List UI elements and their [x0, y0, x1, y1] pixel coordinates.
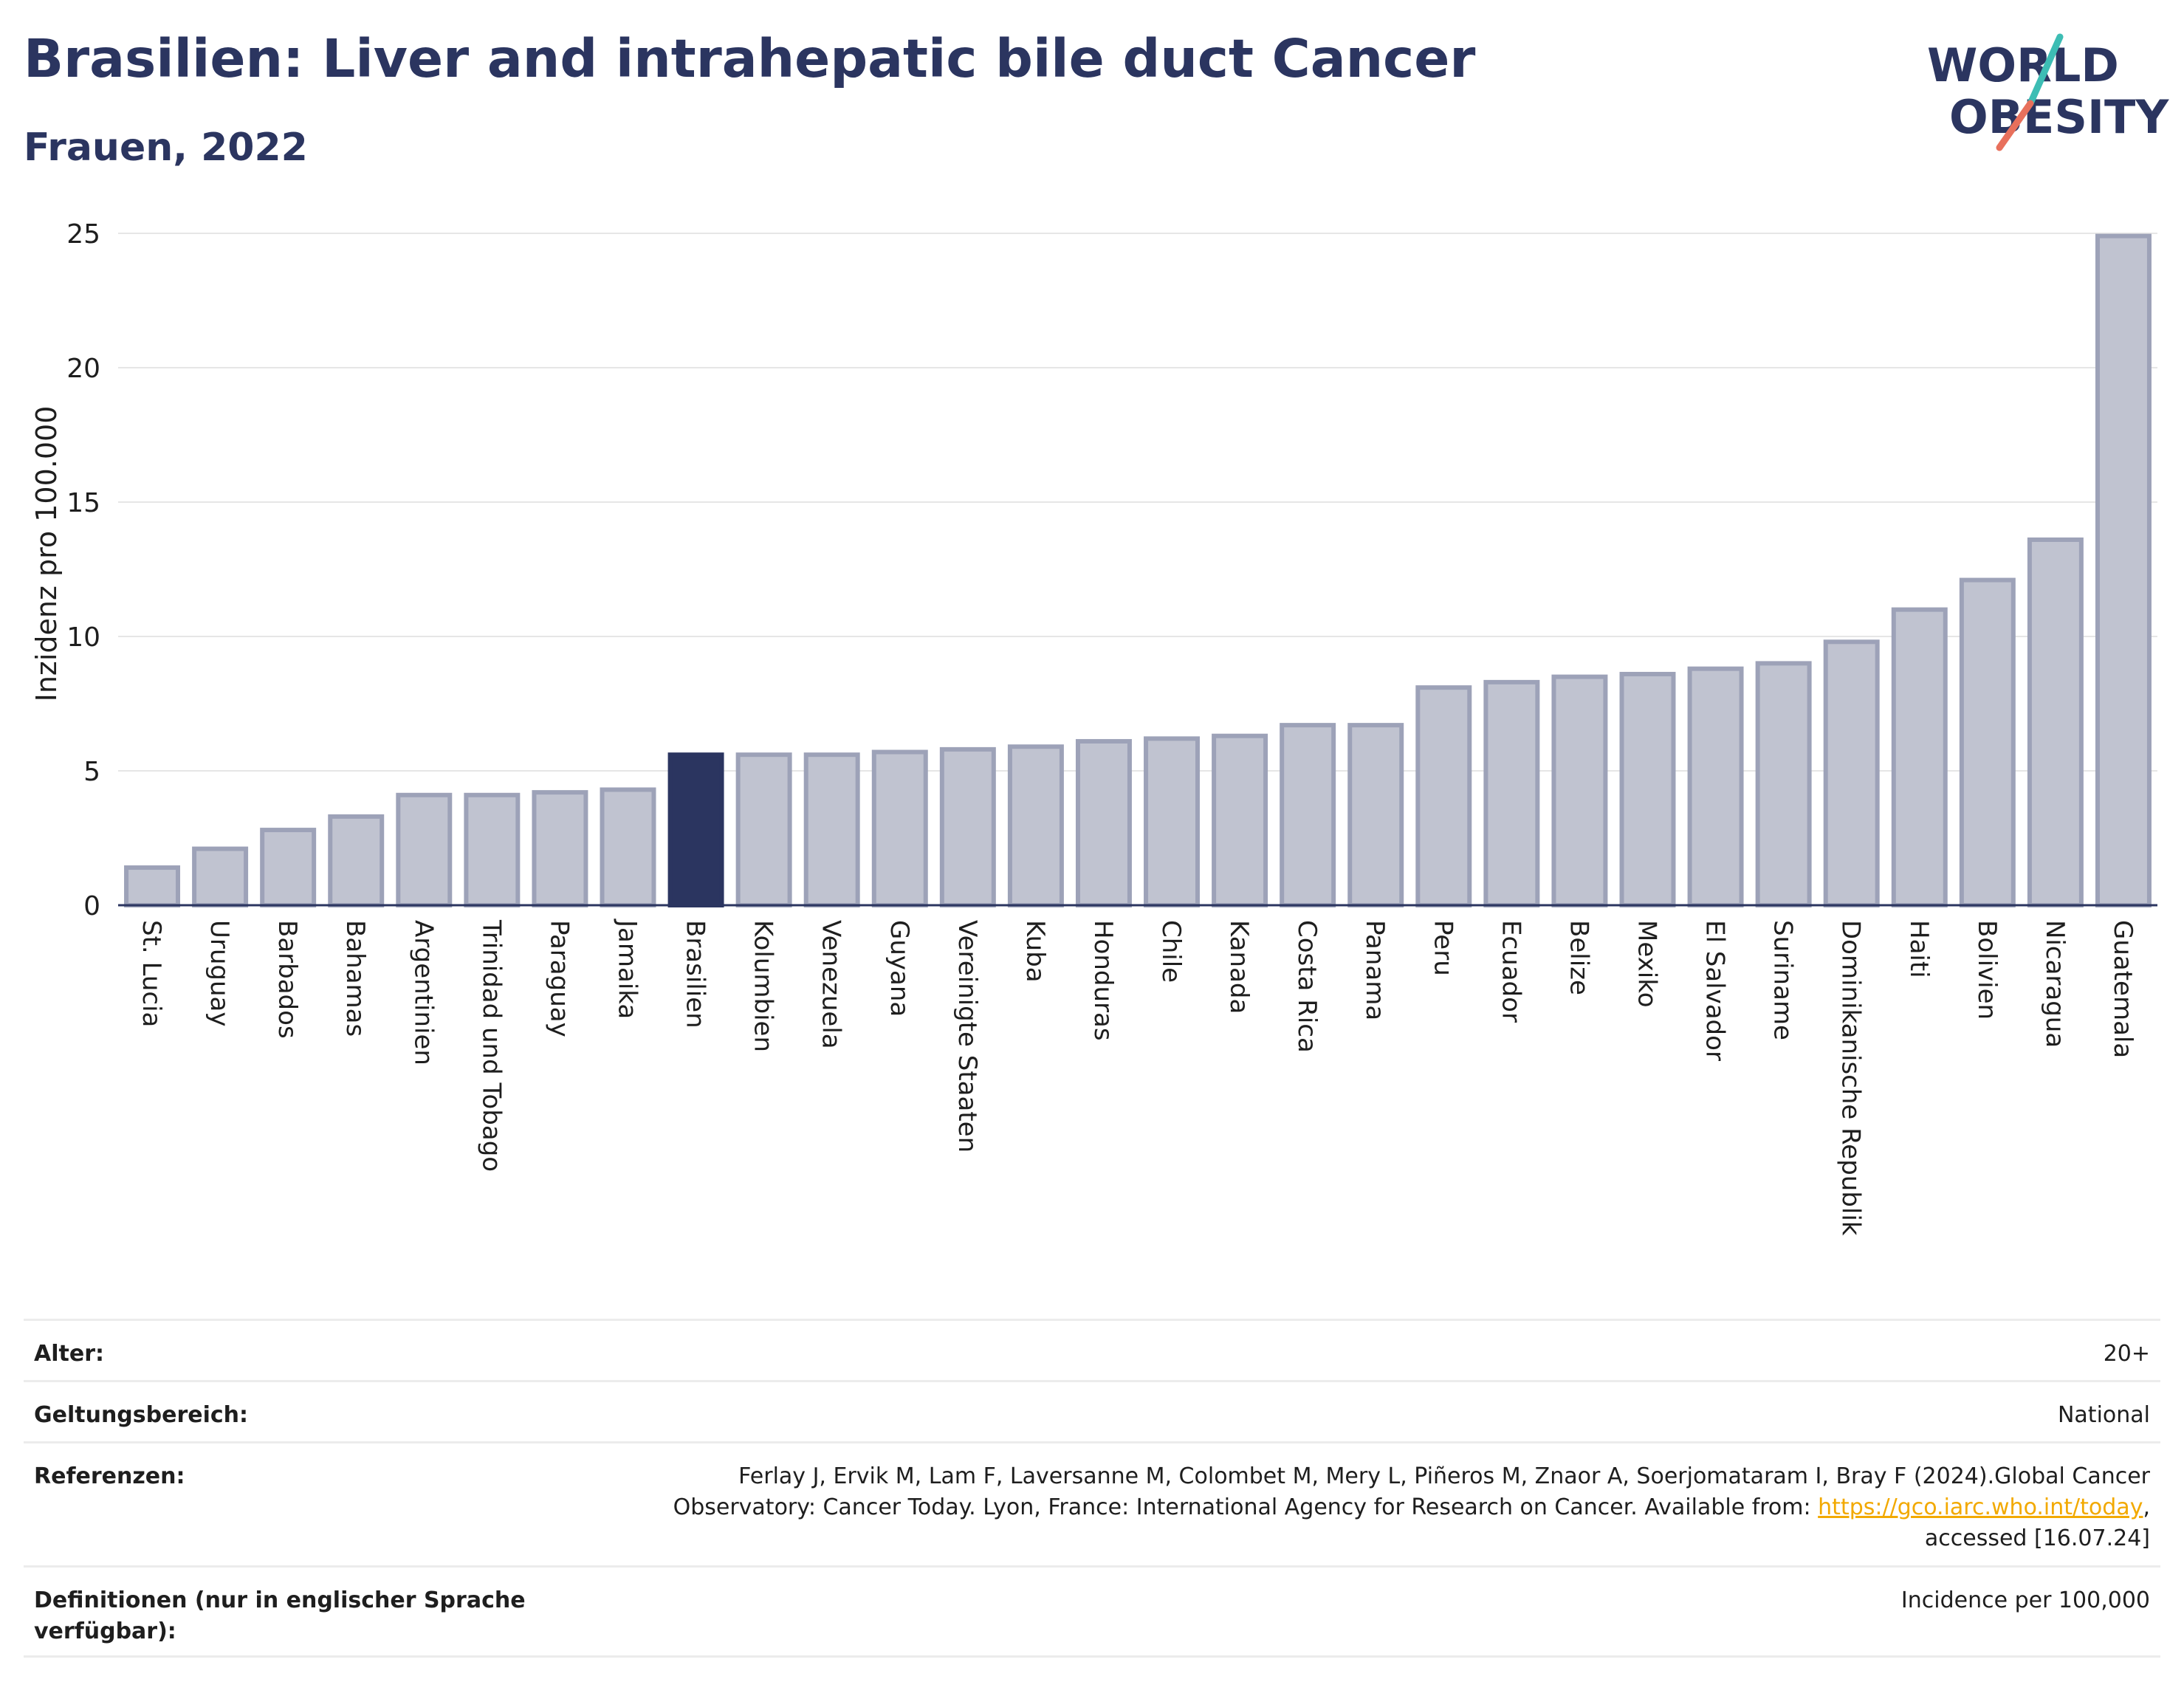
- y-tick-label: 15: [66, 488, 100, 518]
- bar-chart: 0 5 10 15 20 25 St. Lucia Uruguay Barbados Baham…: [30, 219, 2157, 1236]
- meta-row-definitions: Definitionen (nur in englischer Sprache …: [24, 1565, 2160, 1658]
- x-tick-label: Venezuela: [817, 920, 846, 1049]
- x-tick-label: Brasilien: [681, 920, 710, 1029]
- ref-link[interactable]: https://gco.iarc.who.int/today: [1818, 1494, 2143, 1520]
- bar-kolumbien[interactable]: [735, 752, 792, 907]
- meta-row-age: Alter: 20+: [24, 1319, 2160, 1380]
- x-tick-label: El Salvador: [1700, 920, 1730, 1061]
- bar-mexiko[interactable]: [1619, 671, 1676, 908]
- meta-ref-label: Referenzen:: [34, 1463, 185, 1489]
- world-obesity-logo: WORLD OBESITY: [1927, 33, 2169, 151]
- bar-paraguay[interactable]: [532, 790, 588, 907]
- y-tick-label: 25: [66, 219, 100, 250]
- bar-guyana[interactable]: [871, 749, 928, 908]
- x-tick-label: Costa Rica: [1292, 920, 1322, 1053]
- metadata-table: Alter: 20+ Geltungsbereich: National Ref…: [24, 1319, 2160, 1658]
- ref-text: Ferlay J, Ervik M, Lam F, Laversanne M, …: [673, 1463, 2150, 1520]
- y-tick-label: 10: [66, 622, 100, 653]
- x-tick-label: Belize: [1564, 920, 1593, 995]
- x-tick-label: Suriname: [1768, 920, 1798, 1040]
- bar-suriname[interactable]: [1755, 661, 1812, 908]
- x-tick-label: Argentinien: [408, 920, 438, 1065]
- bar-costa-rica[interactable]: [1280, 723, 1336, 907]
- x-tick-label: Guatemala: [2108, 920, 2137, 1058]
- x-tick-label: Chile: [1156, 920, 1186, 983]
- bar-bahamas[interactable]: [328, 814, 385, 908]
- bar-peru[interactable]: [1415, 685, 1472, 907]
- x-tick-label: Dominikanische Republik: [1836, 920, 1866, 1236]
- meta-ref-value: Ferlay J, Ervik M, Lam F, Laversanne M, …: [636, 1461, 2150, 1554]
- logo-slash-teal: [2027, 33, 2064, 107]
- bar-kuba[interactable]: [1007, 744, 1064, 907]
- y-tick-label: 5: [83, 757, 100, 787]
- y-axis-label: Inzidenz pro 100.000: [30, 406, 63, 702]
- x-tick-label: Barbados: [272, 920, 302, 1039]
- x-tick-label: Trinidad und Tobago: [476, 919, 506, 1172]
- x-tick-label: Mexiko: [1632, 920, 1662, 1008]
- bar-jamaika[interactable]: [600, 787, 656, 907]
- x-tick-label: Panama: [1360, 920, 1390, 1020]
- bar-el-salvador[interactable]: [1687, 666, 1744, 907]
- bar-st-lucia[interactable]: [124, 865, 181, 908]
- bar-uruguay[interactable]: [192, 846, 249, 908]
- bar-brasilien[interactable]: [667, 752, 724, 907]
- logo-word-obesity: OBESITY: [1949, 90, 2169, 144]
- x-tick-label: Ecuador: [1496, 920, 1525, 1023]
- bar-honduras[interactable]: [1075, 738, 1132, 908]
- x-tick-label: St. Lucia: [137, 920, 166, 1027]
- x-tick-label: Jamaika: [613, 919, 642, 1019]
- bar-vereinigte-staaten[interactable]: [939, 746, 996, 907]
- x-tick-label: Uruguay: [205, 920, 234, 1027]
- logo-slash-red: [1996, 100, 2034, 151]
- meta-age-value: 20+: [2103, 1341, 2150, 1367]
- meta-age-label: Alter:: [34, 1341, 104, 1367]
- x-tick-label: Vereinigte Staaten: [952, 920, 982, 1153]
- meta-def-value: Incidence per 100,000: [1900, 1587, 2150, 1613]
- ref-text-end: , accessed [16.07.24]: [1924, 1494, 2150, 1551]
- bar-ecuador[interactable]: [1483, 679, 1540, 907]
- chart-title: Brasilien: Liver and intrahepatic bile d…: [24, 28, 1476, 89]
- x-tick-label: Kanada: [1224, 920, 1254, 1014]
- x-tick-label: Haiti: [1904, 920, 1934, 978]
- chart-subtitle: Frauen, 2022: [24, 126, 308, 170]
- bar-haiti[interactable]: [1891, 607, 1948, 907]
- x-tick-label: Peru: [1428, 920, 1457, 976]
- bar-barbados[interactable]: [260, 828, 317, 907]
- meta-def-label: Definitionen (nur in englischer Sprache …: [34, 1587, 526, 1644]
- x-tick-label: Kuba: [1020, 920, 1050, 983]
- y-tick-label: 20: [66, 354, 100, 384]
- x-tick-label: Kolumbien: [749, 920, 778, 1052]
- x-tick-label: Bolivien: [1972, 920, 2002, 1020]
- x-tick-label: Nicaragua: [2040, 920, 2070, 1048]
- logo-word-world: WORLD: [1927, 38, 2119, 92]
- bar-dominikanische-republik[interactable]: [1823, 639, 1880, 908]
- meta-row-references: Referenzen: Ferlay J, Ervik M, Lam F, La…: [24, 1441, 2160, 1565]
- meta-row-scope: Geltungsbereich: National: [24, 1380, 2160, 1441]
- bar-venezuela[interactable]: [803, 752, 860, 907]
- bar-nicaragua[interactable]: [2027, 537, 2084, 908]
- x-tick-label: Honduras: [1088, 920, 1118, 1041]
- meta-scope-label: Geltungsbereich:: [34, 1402, 249, 1428]
- bar-guatemala[interactable]: [2095, 233, 2152, 907]
- y-tick-label: 0: [83, 891, 100, 921]
- bar-kanada[interactable]: [1212, 733, 1268, 907]
- bar-bolivien[interactable]: [1959, 577, 2016, 907]
- bar-trinidad-und-tobago[interactable]: [464, 792, 521, 908]
- bar-argentinien[interactable]: [396, 792, 453, 908]
- x-tick-label: Bahamas: [340, 920, 370, 1037]
- bar-chile[interactable]: [1144, 736, 1201, 907]
- bar-panama[interactable]: [1347, 723, 1404, 907]
- meta-scope-value: National: [2057, 1402, 2150, 1428]
- x-tick-label: Paraguay: [544, 920, 574, 1037]
- bar-belize[interactable]: [1551, 674, 1608, 907]
- x-tick-label: Guyana: [885, 920, 914, 1017]
